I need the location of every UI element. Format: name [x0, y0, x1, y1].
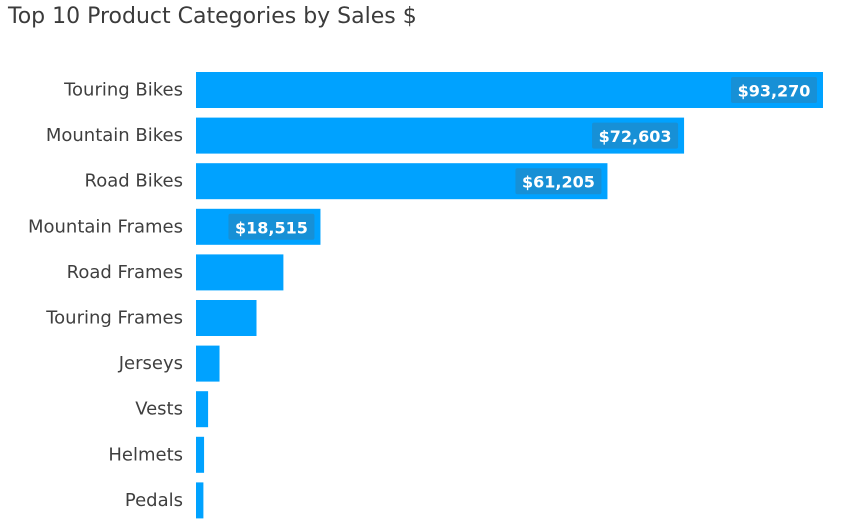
bar-helmets[interactable] — [196, 436, 205, 473]
data-label-background-mountain-frames — [228, 213, 315, 240]
bar-pedals[interactable] — [196, 482, 204, 519]
data-label-background-road-bikes — [515, 168, 602, 195]
category-label-jerseys: Jerseys — [118, 353, 183, 374]
category-label-touring-bikes: Touring Bikes — [63, 80, 183, 101]
category-label-road-frames: Road Frames — [67, 262, 183, 283]
data-label-background-touring-bikes — [731, 77, 817, 103]
data-label-mountain-frames: $18,515 — [235, 218, 308, 237]
data-label-touring-bikes: $93,270 — [738, 82, 811, 101]
data-label-road-bikes: $61,205 — [522, 173, 595, 192]
data-label-mountain-bikes: $72,603 — [599, 127, 672, 146]
category-label-helmets: Helmets — [108, 444, 183, 465]
bar-touring-bikes[interactable] — [196, 72, 823, 108]
category-label-touring-frames: Touring Frames — [45, 308, 183, 329]
category-label-road-bikes: Road Bikes — [85, 171, 183, 192]
category-label-vests: Vests — [135, 399, 183, 420]
chart-title: Top 10 Product Categories by Sales $ — [8, 4, 417, 29]
bar-vests[interactable] — [196, 391, 209, 428]
bar-touring-frames[interactable] — [196, 300, 257, 336]
category-label-pedals: Pedals — [125, 490, 183, 511]
category-label-mountain-frames: Mountain Frames — [28, 216, 183, 237]
bar-road-frames[interactable] — [196, 254, 284, 291]
data-label-background-mountain-bikes — [592, 122, 679, 149]
bar-jerseys[interactable] — [196, 345, 220, 382]
category-label-mountain-bikes: Mountain Bikes — [46, 125, 183, 146]
